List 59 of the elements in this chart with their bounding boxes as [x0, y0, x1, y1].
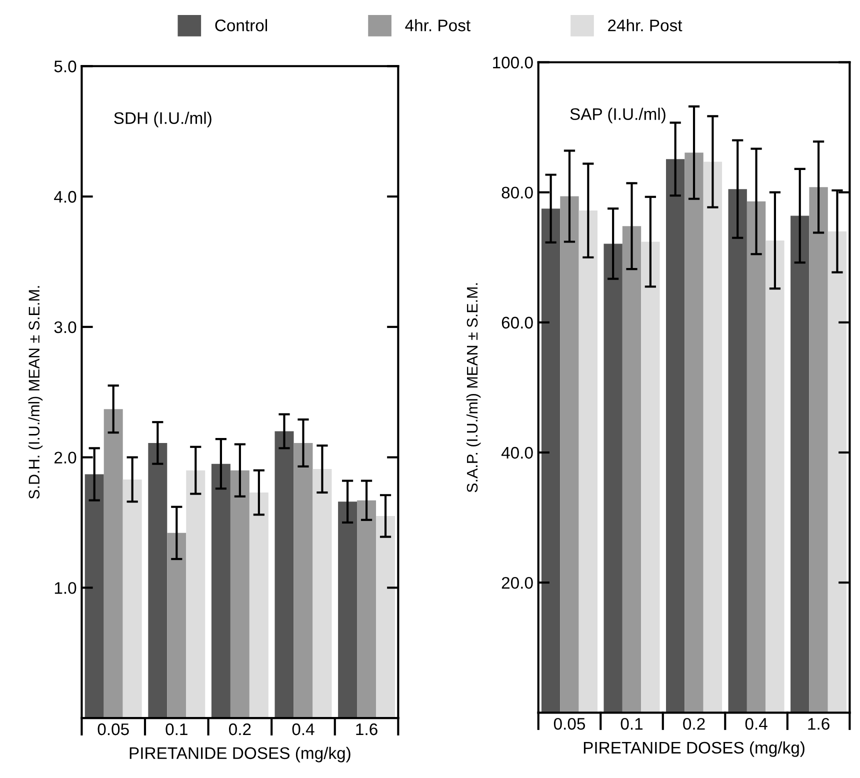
- bar: [312, 469, 332, 718]
- bar: [338, 502, 358, 718]
- bar: [167, 532, 186, 718]
- bar: [828, 231, 847, 713]
- y-tick-label: 3.0: [54, 321, 76, 334]
- legend-label: 24hr. Post: [608, 19, 682, 32]
- text: SDH (I.U./ml): [114, 112, 212, 128]
- bar: [766, 240, 784, 713]
- bar: [122, 479, 142, 718]
- legend-label: 4hr. Post: [405, 19, 470, 32]
- bar: [684, 152, 704, 713]
- bar: [809, 187, 828, 713]
- x-axis-title: PIRETANIDE DOSES (mg/kg): [130, 746, 350, 762]
- bar: [294, 442, 313, 718]
- bar: [578, 210, 598, 713]
- bar: [249, 492, 268, 718]
- bar: [541, 208, 560, 713]
- bar: [211, 464, 230, 718]
- y-tick-label: 4.0: [54, 190, 76, 203]
- y-tick-label: 1.0: [54, 582, 76, 594]
- y-tick-label: 20.0: [502, 576, 533, 589]
- x-tick-label: 0.1: [620, 718, 643, 730]
- x-tick-label: 1.6: [808, 718, 830, 730]
- bar: [148, 442, 168, 718]
- bar: [84, 474, 104, 718]
- bar: [666, 159, 685, 713]
- y-tick-label: 5.0: [54, 60, 76, 72]
- bar: [790, 216, 810, 713]
- y-tick-label: 2.0: [54, 452, 76, 464]
- bar: [641, 242, 660, 713]
- bar: [274, 431, 294, 718]
- x-tick-label: 0.05: [554, 718, 586, 730]
- y-tick-label: 40.0: [501, 446, 533, 459]
- legend-label: Control: [215, 19, 268, 32]
- bar: [104, 409, 123, 718]
- x-axis-title: PIRETANIDE DOSES (mg/kg): [584, 741, 804, 757]
- bar: [376, 516, 396, 718]
- x-tick-label: 0.4: [745, 718, 768, 730]
- bar: [703, 162, 722, 713]
- x-tick-label: 0.2: [229, 723, 251, 736]
- bar: [186, 470, 206, 718]
- bar: [622, 226, 642, 713]
- bar: [728, 189, 747, 713]
- text: SAP (I.U./ml): [570, 108, 666, 124]
- bar: [560, 196, 579, 713]
- y-tick-label: 80.0: [502, 186, 533, 199]
- y-tick-label: 100.0: [493, 56, 533, 68]
- x-tick-label: 0.1: [166, 723, 188, 736]
- x-tick-label: 1.6: [356, 723, 378, 736]
- bar: [604, 244, 622, 713]
- bar: [357, 500, 376, 718]
- bar: [746, 201, 766, 713]
- x-tick-label: 0.05: [98, 723, 129, 736]
- y-tick-label: 60.0: [502, 316, 533, 329]
- x-tick-label: 0.4: [292, 723, 314, 736]
- x-tick-label: 0.2: [683, 718, 705, 730]
- y-axis-title: S.A.P. (I.U./ml) MEAN ± S.E.M.: [466, 283, 481, 492]
- bar: [230, 470, 250, 718]
- y-axis-title: S.D.H. (I.U./ml) MEAN ± S.E.M.: [28, 286, 43, 499]
